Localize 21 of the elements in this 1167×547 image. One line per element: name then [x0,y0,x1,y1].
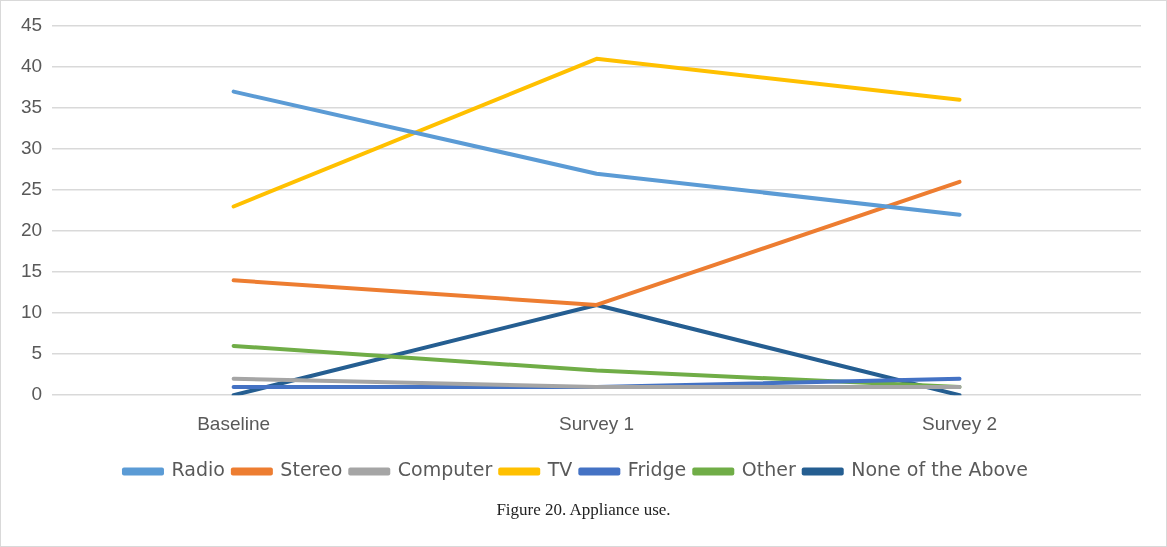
x-tick-label: Survey 1 [559,412,635,434]
y-tick-label: 5 [31,342,43,364]
y-tick-label: 0 [31,383,43,405]
y-tick-label: 30 [20,137,43,159]
x-tick-label: Survey 2 [922,412,998,434]
y-tick-label: 45 [20,14,43,36]
y-tick-label: 10 [20,301,43,323]
y-tick-label: 40 [20,55,43,77]
legend-label: Fridge [627,458,687,481]
y-tick-label: 35 [20,96,43,118]
legend-label: Other [741,458,796,481]
x-tick-label: Baseline [197,412,271,434]
y-tick-label: 25 [20,178,43,200]
legend-label: TV [546,458,573,481]
caption: Figure 20. Appliance use. [495,500,672,520]
y-tick-label: 20 [20,219,43,241]
legend-label: Stereo [280,458,343,481]
legend-label: Radio [171,458,225,481]
y-tick-label: 15 [20,260,43,282]
legend-label: Computer [397,458,493,481]
legend-label: None of the Above [851,458,1029,481]
